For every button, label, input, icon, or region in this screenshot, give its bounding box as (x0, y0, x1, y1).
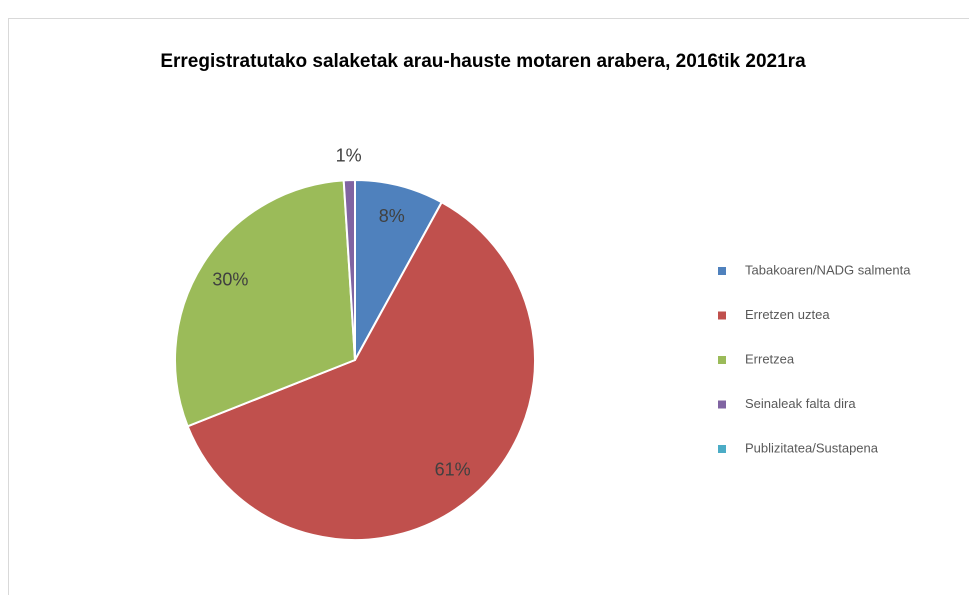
legend-label: Erretzen uztea (745, 307, 830, 322)
pie-slice (186, 200, 536, 541)
legend-label: Tabakoaren/NADG salmenta (745, 262, 911, 277)
legend-swatch (718, 356, 726, 364)
legend-swatch (718, 400, 726, 409)
legend-label: Erretzea (745, 351, 795, 366)
legend-swatch (718, 311, 726, 320)
data-label: 30% (212, 270, 248, 290)
chart-title: Erregistratutako salaketak arau-hauste m… (160, 51, 806, 72)
legend-swatch (718, 267, 726, 275)
data-label: 61% (435, 459, 471, 479)
data-label: 1% (336, 145, 362, 165)
legend-label: Publizitatea/Sustapena (745, 440, 879, 455)
pie-slice (174, 179, 357, 428)
data-label: 8% (379, 206, 405, 226)
pie-slice (354, 178, 444, 361)
legend-swatch (718, 445, 726, 453)
legend-label: Seinaleak falta dira (745, 396, 856, 411)
